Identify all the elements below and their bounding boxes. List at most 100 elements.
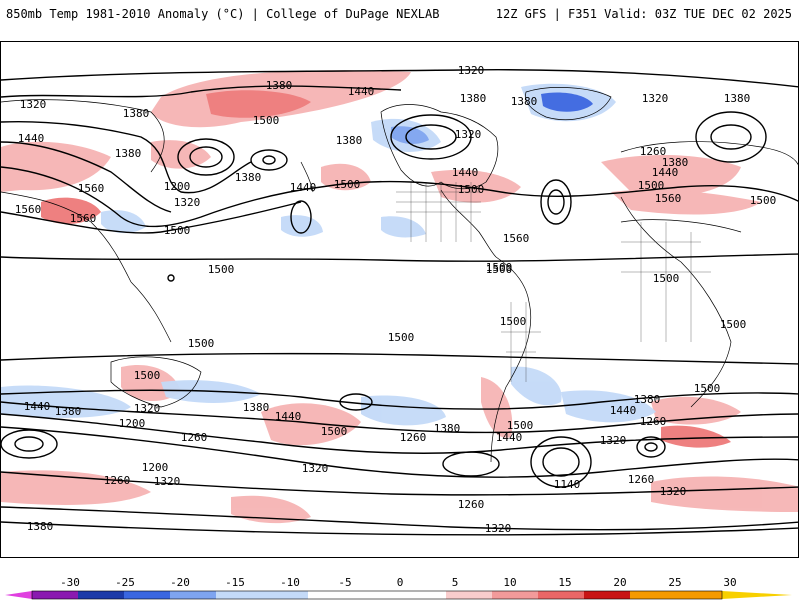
colorbar-tick: 15 xyxy=(558,576,572,589)
header: 850mb Temp 1981-2010 Anomaly (°C) | Coll… xyxy=(0,0,800,28)
colorbar-segment xyxy=(216,591,262,599)
contour-label: 1260 xyxy=(640,415,667,428)
contour-label: 1440 xyxy=(496,431,523,444)
contour-label: 1380 xyxy=(27,520,54,533)
contour-label: 1380 xyxy=(55,405,82,418)
contour-label: 1320 xyxy=(154,475,181,488)
contour-label: 1200 xyxy=(142,461,169,474)
contour-label: 1380 xyxy=(123,107,150,120)
contour-label: 1320 xyxy=(174,196,201,209)
colorbar-tick: -25 xyxy=(115,576,135,589)
colorbar-tick: -30 xyxy=(60,576,80,589)
colorbar-tick: 30 xyxy=(723,576,737,589)
political-borders xyxy=(396,182,711,382)
contour-label: 1380 xyxy=(235,171,262,184)
colorbar-segment xyxy=(676,591,722,599)
contour-label: 1320 xyxy=(642,92,669,105)
map-title: 850mb Temp 1981-2010 Anomaly (°C) | Coll… xyxy=(6,7,440,21)
colorbar-arrow-right xyxy=(722,591,792,599)
contour-label: 1560 xyxy=(78,182,105,195)
colorbar-segment xyxy=(308,591,400,599)
contour-label: 1500 xyxy=(334,178,361,191)
contour-label: 1500 xyxy=(208,263,235,276)
contour-label: 1320 xyxy=(302,462,329,475)
cool-anomaly-shading xyxy=(1,83,656,426)
colorbar-outline xyxy=(31,590,723,600)
height-contours xyxy=(1,69,798,536)
contour-label: 1380 xyxy=(634,393,661,406)
contour-label: 1200 xyxy=(119,417,146,430)
colorbar-segment xyxy=(124,591,170,599)
colorbar-segment xyxy=(446,591,492,599)
contour-label: 1500 xyxy=(134,369,161,382)
contour-label: 1500 xyxy=(486,261,513,274)
colorbar-segment xyxy=(170,591,216,599)
contour-label: 1500 xyxy=(694,382,721,395)
colorbar-segment xyxy=(262,591,308,599)
contour-label: 1500 xyxy=(500,315,527,328)
contour-label: 1380 xyxy=(336,134,363,147)
contour-label: 1260 xyxy=(104,474,131,487)
contour-label: 1440 xyxy=(348,85,375,98)
contour-label: 1440 xyxy=(275,410,302,423)
colorbar-segment xyxy=(584,591,630,599)
contour-label: 1320 xyxy=(458,64,485,77)
colorbar-segment xyxy=(538,591,584,599)
contour-label: 1320 xyxy=(134,402,161,415)
contour-label: 1380 xyxy=(243,401,270,414)
contour-label: 1380 xyxy=(460,92,487,105)
colorbar-tick: 5 xyxy=(451,576,459,589)
contour-label: 1560 xyxy=(15,203,42,216)
contour-labels: 1320 1380 1440 1380 1500 1320 1440 1380 … xyxy=(15,64,777,535)
contour-label: 1500 xyxy=(321,425,348,438)
colorbar-segment xyxy=(492,591,538,599)
contour-label: 1320 xyxy=(485,522,512,535)
contour-label: 1260 xyxy=(628,473,655,486)
contour-label: 1500 xyxy=(164,224,191,237)
contour-label: 1320 xyxy=(455,128,482,141)
contour-label: 1440 xyxy=(610,404,637,417)
colorbar-tick: -10 xyxy=(280,576,300,589)
contour-label: 1560 xyxy=(70,212,97,225)
contour-label: 1260 xyxy=(181,431,208,444)
map-panel[interactable]: 1320 1380 1440 1380 1500 1320 1440 1380 … xyxy=(0,41,799,558)
contour-label: 1380 xyxy=(662,156,689,169)
colorbar-tick: -15 xyxy=(225,576,245,589)
contour-label: 1140 xyxy=(554,478,581,491)
contour-label: 1380 xyxy=(511,95,538,108)
contour-label: 1500 xyxy=(750,194,777,207)
contour-label: 1380 xyxy=(115,147,142,160)
contour-label: 1260 xyxy=(400,431,427,444)
colorbar-tick: -5 xyxy=(338,576,352,589)
colorbar-segment xyxy=(630,591,676,599)
contour-label: 1440 xyxy=(18,132,45,145)
map-canvas: 1320 1380 1440 1380 1500 1320 1440 1380 … xyxy=(1,64,798,536)
contour-label: 1260 xyxy=(458,498,485,511)
colorbar-tick: -20 xyxy=(170,576,190,589)
colorbar-tick: 10 xyxy=(503,576,517,589)
contour-label: 1320 xyxy=(600,434,627,447)
contour-label: 1380 xyxy=(434,422,461,435)
anomaly-colorbar: -30 -25 -20 -15 -10 -5 0 5 10 15 20 25 3… xyxy=(0,560,800,600)
coastlines xyxy=(1,87,798,463)
colorbar-segment xyxy=(400,591,446,599)
model-run-info: 12Z GFS | F351 Valid: 03Z TUE DEC 02 202… xyxy=(495,7,792,21)
contour-label: 1500 xyxy=(388,331,415,344)
contour-label: 1560 xyxy=(503,232,530,245)
contour-label: 1500 xyxy=(720,318,747,331)
contour-label: 1380 xyxy=(266,79,293,92)
contour-label: 1200 xyxy=(164,180,191,193)
contour-label: 1500 xyxy=(638,179,665,192)
contour-label: 1500 xyxy=(188,337,215,350)
colorbar-tick: 0 xyxy=(396,576,404,589)
colorbar-segment xyxy=(78,591,124,599)
contour-label: 1260 xyxy=(640,145,667,158)
colorbar-tick: 25 xyxy=(668,576,682,589)
contour-label: 1500 xyxy=(486,263,513,276)
contour-label: 1500 xyxy=(507,419,534,432)
contour-label: 1560 xyxy=(655,192,682,205)
contour-label: 1500 xyxy=(653,272,680,285)
contour-label: 1440 xyxy=(452,166,479,179)
contour-label: 1440 xyxy=(290,181,317,194)
contour-label: 1320 xyxy=(660,485,687,498)
